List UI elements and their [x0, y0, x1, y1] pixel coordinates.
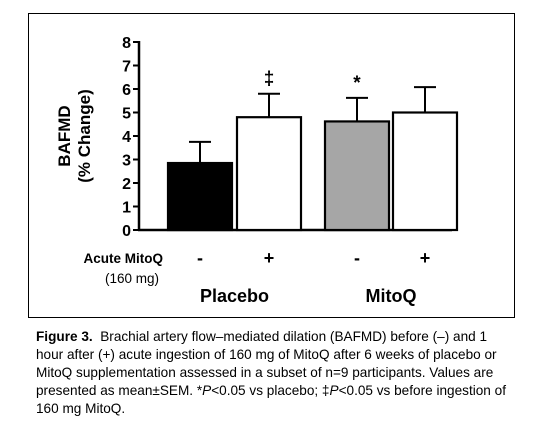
y-ticks: 0 1 2 3 4 5 6 7 8: [122, 35, 139, 240]
caption-text-1: Brachial artery flow–mediated dilation (…: [36, 329, 497, 398]
mitoq-sign: +: [264, 248, 275, 268]
y-tick-label: 2: [122, 176, 131, 193]
y-axis-label: BAFMD (% Change): [55, 89, 94, 183]
significance-marker: ‡: [264, 69, 275, 90]
y-tick-label: 1: [122, 200, 131, 217]
y-tick-label: 8: [122, 35, 131, 52]
figure-frame: [28, 13, 515, 318]
bar: [166, 161, 234, 232]
mitoq-sign: -: [197, 248, 203, 268]
caption-label: Figure 3.: [36, 329, 93, 344]
bar: [235, 116, 303, 232]
bar: [391, 111, 459, 232]
group-labels: Placebo MitoQ: [200, 286, 417, 306]
y-tick-label: 5: [122, 106, 131, 123]
y-tick-label: 7: [122, 59, 131, 76]
caption-italic-p-1: P: [202, 383, 212, 398]
group-label: Placebo: [200, 286, 269, 306]
mitoq-signs: - + - +: [197, 248, 430, 268]
bars: ‡ *: [166, 69, 459, 232]
caption-text-3: <0.05 vs before ingestion of 160 mg Mito…: [36, 383, 506, 416]
group-label: MitoQ: [366, 286, 417, 306]
y-axis-label-line2: (% Change): [75, 89, 94, 183]
y-tick-label: 6: [122, 82, 131, 99]
y-axis-label-line1: BAFMD: [55, 105, 74, 166]
row-label-dose: (160 mg): [105, 271, 159, 286]
y-tick-label: 0: [122, 223, 131, 240]
mitoq-sign: -: [354, 248, 360, 268]
caption-italic-p-2: P: [329, 383, 339, 398]
figure-caption: Figure 3. Brachial artery flow–mediated …: [36, 328, 514, 418]
row-label-acute-mitoq: Acute MitoQ: [84, 251, 164, 266]
bar: [323, 120, 391, 232]
y-tick-label: 4: [122, 129, 131, 146]
caption-text-2: <0.05 vs placebo; ‡: [211, 383, 330, 398]
significance-marker: *: [353, 73, 361, 94]
y-tick-label: 3: [122, 153, 131, 170]
mitoq-sign: +: [420, 248, 431, 268]
